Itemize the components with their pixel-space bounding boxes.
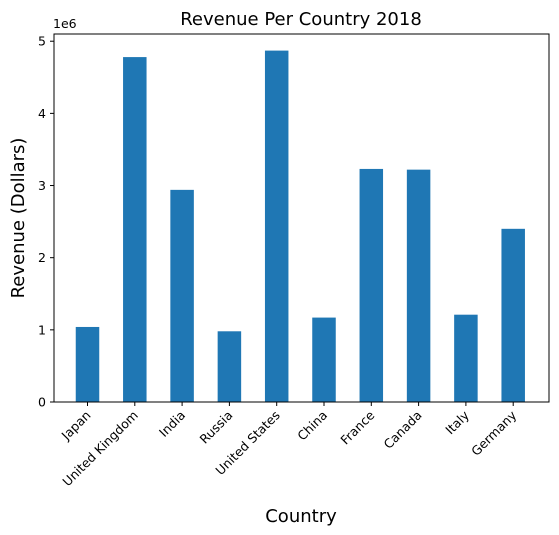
bar-united-kingdom	[123, 57, 147, 403]
bar-japan	[75, 326, 100, 402]
x-tick-label: Italy	[442, 407, 472, 437]
y-axis-ticks: 0 1 2 3 4 5	[38, 34, 54, 410]
x-tick-label: Canada	[380, 408, 424, 452]
plot-frame	[53, 33, 550, 403]
bar-france	[359, 168, 384, 402]
x-tick-label: China	[294, 408, 330, 444]
bar-china	[312, 317, 336, 402]
bar-canada	[406, 169, 431, 402]
y-tick-label: 0	[38, 395, 46, 410]
x-tick-label: Russia	[196, 408, 235, 447]
y-axis-offset-label: 1e6	[53, 16, 77, 31]
x-tick-label: Germany	[468, 407, 520, 459]
x-axis-label: Country	[265, 506, 337, 527]
x-tick-label: India	[156, 408, 188, 440]
bar-india	[170, 189, 194, 402]
y-tick-label: 5	[38, 34, 46, 49]
y-tick-label: 1	[38, 322, 46, 337]
chart-title: Revenue Per Country 2018	[180, 9, 422, 30]
bar-russia	[217, 331, 242, 402]
y-axis-label: Revenue (Dollars)	[8, 138, 29, 299]
y-tick-label: 4	[38, 106, 46, 121]
y-tick-label: 3	[38, 178, 46, 193]
bars-group	[75, 50, 525, 403]
y-tick-label: 2	[38, 250, 46, 265]
x-tick-label: France	[337, 407, 377, 447]
bar-italy	[454, 314, 478, 402]
bar-united-states	[264, 50, 289, 402]
bar-germany	[501, 228, 525, 402]
x-tick-label: Japan	[58, 408, 94, 444]
